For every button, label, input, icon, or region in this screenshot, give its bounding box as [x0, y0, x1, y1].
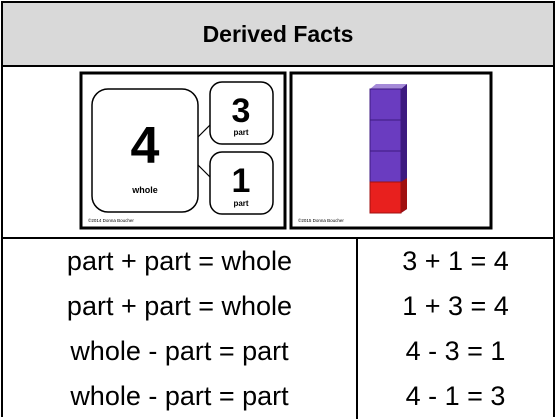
whole-box — [91, 88, 199, 213]
cube — [369, 88, 402, 121]
table-row: whole - part = part 4 - 3 = 1 — [3, 329, 553, 374]
header-cell: Derived Facts — [3, 3, 553, 67]
whole-number: 4 — [131, 117, 160, 175]
table-row: whole - part = part 4 - 1 = 3 — [3, 374, 553, 419]
cube — [369, 150, 402, 183]
copyright: ©2014 Donna Boucher — [88, 217, 134, 223]
part-label: part — [233, 128, 248, 137]
table-cell: part + part = whole — [3, 239, 358, 284]
copyright: ©2015 Donna Boucher — [298, 217, 344, 223]
table-cell: whole - part = part — [3, 374, 358, 419]
table-cell: 1 + 3 = 4 — [402, 291, 509, 321]
table-cell: whole - part = part — [3, 329, 358, 374]
table-row: part + part = whole 3 + 1 = 4 — [3, 239, 553, 284]
connector — [197, 124, 211, 138]
part-box — [209, 151, 274, 215]
part-label: part — [233, 199, 248, 208]
part-number: 1 — [232, 162, 251, 200]
connector — [197, 164, 211, 178]
header-title: Derived Facts — [202, 20, 354, 47]
cube — [369, 181, 402, 214]
table-cell: 4 - 3 = 1 — [405, 336, 506, 366]
table-cell: 4 - 1 = 3 — [405, 381, 506, 411]
cube-side — [401, 178, 407, 213]
whole-label: whole — [131, 185, 158, 195]
table-row: part + part = whole 1 + 3 = 4 — [3, 284, 553, 329]
part-number: 3 — [232, 92, 251, 130]
table-cell: part + part = whole — [3, 284, 358, 329]
part-box — [209, 81, 274, 145]
figure-cell: 4 whole 3 part 1 part ©2014 Donna Bouche… — [3, 67, 553, 239]
table-cell: 3 + 1 = 4 — [402, 246, 509, 276]
cube-top — [370, 84, 407, 89]
figure: 4 whole 3 part 1 part ©2014 Donna Bouche… — [79, 71, 493, 230]
cube — [369, 119, 402, 152]
